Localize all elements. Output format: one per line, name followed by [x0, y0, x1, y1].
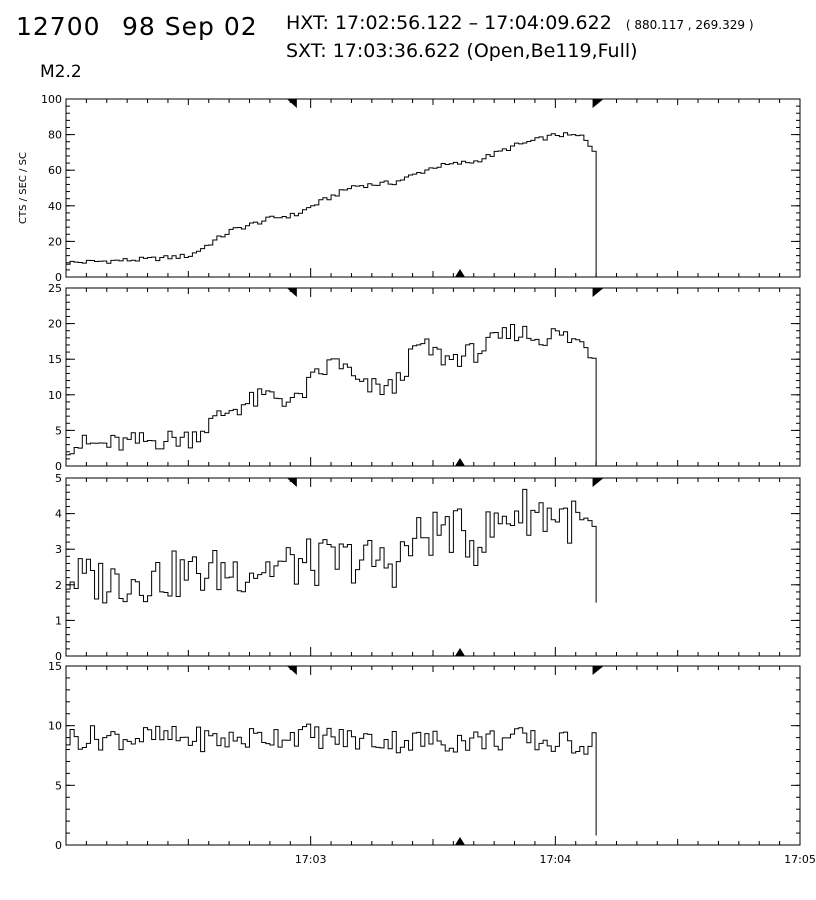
panel-2: 0 5 10 15 20 25 [48, 282, 801, 473]
hxt-start-marker [286, 99, 297, 108]
sxt-time-marker [455, 269, 466, 277]
y-tick-label: 2 [55, 579, 62, 592]
y-tick-label: 15 [48, 660, 62, 673]
y-tick-label: 100 [41, 93, 62, 106]
y-tick-label: 60 [48, 164, 62, 177]
light-curve-series-2 [66, 324, 597, 466]
sxt-params: (Open,Be119,Full) [466, 40, 638, 62]
y-axis-title: CTS / SEC / SC [18, 152, 29, 224]
y-tick-label: 20 [48, 318, 62, 331]
y-tick-label: 0 [55, 650, 62, 663]
y-tick-label: 5 [55, 779, 62, 792]
y-tick-label: 0 [55, 271, 62, 284]
y-tick-label: 10 [48, 720, 62, 733]
panel-frame [65, 665, 801, 846]
y-tick-label: 80 [48, 129, 62, 142]
y-tick-label: 15 [48, 353, 62, 366]
light-curve-series-4 [66, 723, 597, 836]
light-curve-series-3 [66, 488, 597, 604]
y-tick-label: 0 [55, 839, 62, 852]
hxt-coordinates: ( 880.117 , 269.329 ) [625, 18, 754, 32]
y-tick-label: 5 [55, 424, 62, 437]
y-tick-label: 3 [55, 543, 62, 556]
sxt-time-marker [455, 837, 466, 845]
sxt-time-marker [455, 648, 466, 656]
hxt-end-marker [592, 666, 604, 675]
x-tick-label: 17:03 [295, 853, 327, 866]
hxt-start-marker [286, 666, 297, 675]
sxt-time-marker [455, 458, 466, 466]
hxt-start-marker [286, 288, 297, 297]
sxt-time-value: 17:03:36.622 [332, 40, 461, 62]
y-tick-label: 20 [48, 235, 62, 248]
y-tick-label: 40 [48, 200, 62, 213]
observation-date: 98 Sep 02 [122, 12, 258, 41]
panel-4: 0 5 10 15 17:03 17:04 17:05 [48, 660, 816, 866]
y-tick-label: 25 [48, 282, 62, 295]
x-tick-label: 17:04 [539, 853, 571, 866]
x-tick-label: 17:05 [784, 853, 816, 866]
panel-1: 0 20 40 60 80 100 CTS / SEC / SC [18, 93, 801, 284]
sxt-time: SXT: 17:03:36.622 (Open,Be119,Full) [286, 40, 638, 62]
hxt-start-marker [286, 478, 297, 487]
hxt-end-marker [592, 288, 604, 297]
observation-number: 12700 [16, 12, 101, 41]
hxt-label: HXT: [286, 12, 329, 34]
hxt-time-range: HXT: 17:02:56.122 – 17:04:09.622 ( 880.1… [286, 12, 754, 34]
hxt-end-marker [592, 478, 604, 487]
light-curve-series-1 [66, 132, 597, 277]
sxt-label: SXT: [286, 40, 327, 62]
y-tick-label: 5 [55, 472, 62, 485]
y-tick-label: 0 [55, 460, 62, 473]
y-tick-label: 10 [48, 389, 62, 402]
flare-class: M2.2 [40, 62, 82, 82]
y-tick-label: 4 [55, 508, 62, 521]
y-tick-label: 1 [55, 614, 62, 627]
hxt-range: 17:02:56.122 – 17:04:09.622 [334, 12, 612, 34]
panel-frame [65, 98, 801, 278]
panel-3: 0 1 2 3 4 5 [55, 472, 801, 663]
hxt-end-marker [592, 99, 604, 108]
